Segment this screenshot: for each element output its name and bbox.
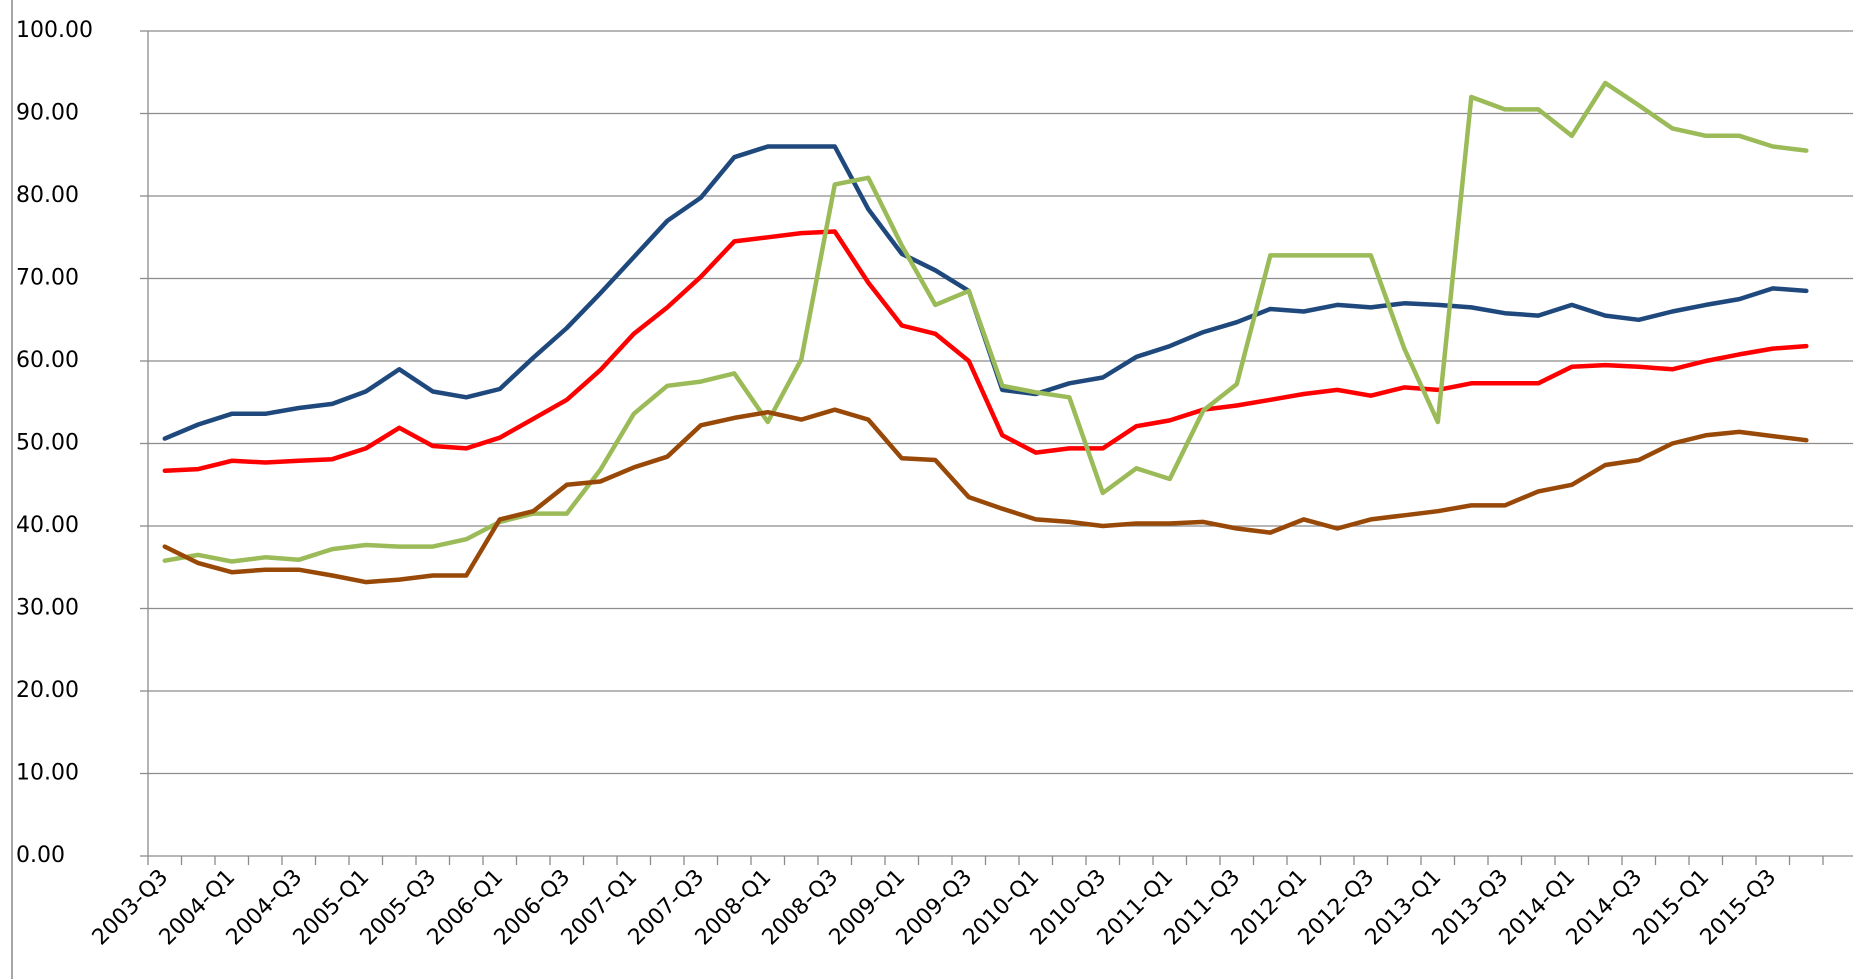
y-tick-label: 60.00: [16, 348, 79, 373]
series-line: [162, 407, 1809, 585]
series-line: [162, 229, 1809, 473]
y-tick-label: 90.00: [16, 101, 79, 126]
y-tick-label: 10.00: [16, 761, 79, 786]
series-line: [162, 80, 1809, 564]
y-tick-label: 20.00: [16, 678, 79, 703]
y-tick-label: 100.00: [16, 18, 93, 43]
y-tick-label: 0.00: [16, 843, 65, 868]
y-tick-label: 30.00: [16, 596, 79, 621]
y-tick-label: 70.00: [16, 266, 79, 291]
y-tick-label: 80.00: [16, 183, 79, 208]
y-tick-label: 50.00: [16, 431, 79, 456]
y-tick-label: 40.00: [16, 513, 79, 538]
